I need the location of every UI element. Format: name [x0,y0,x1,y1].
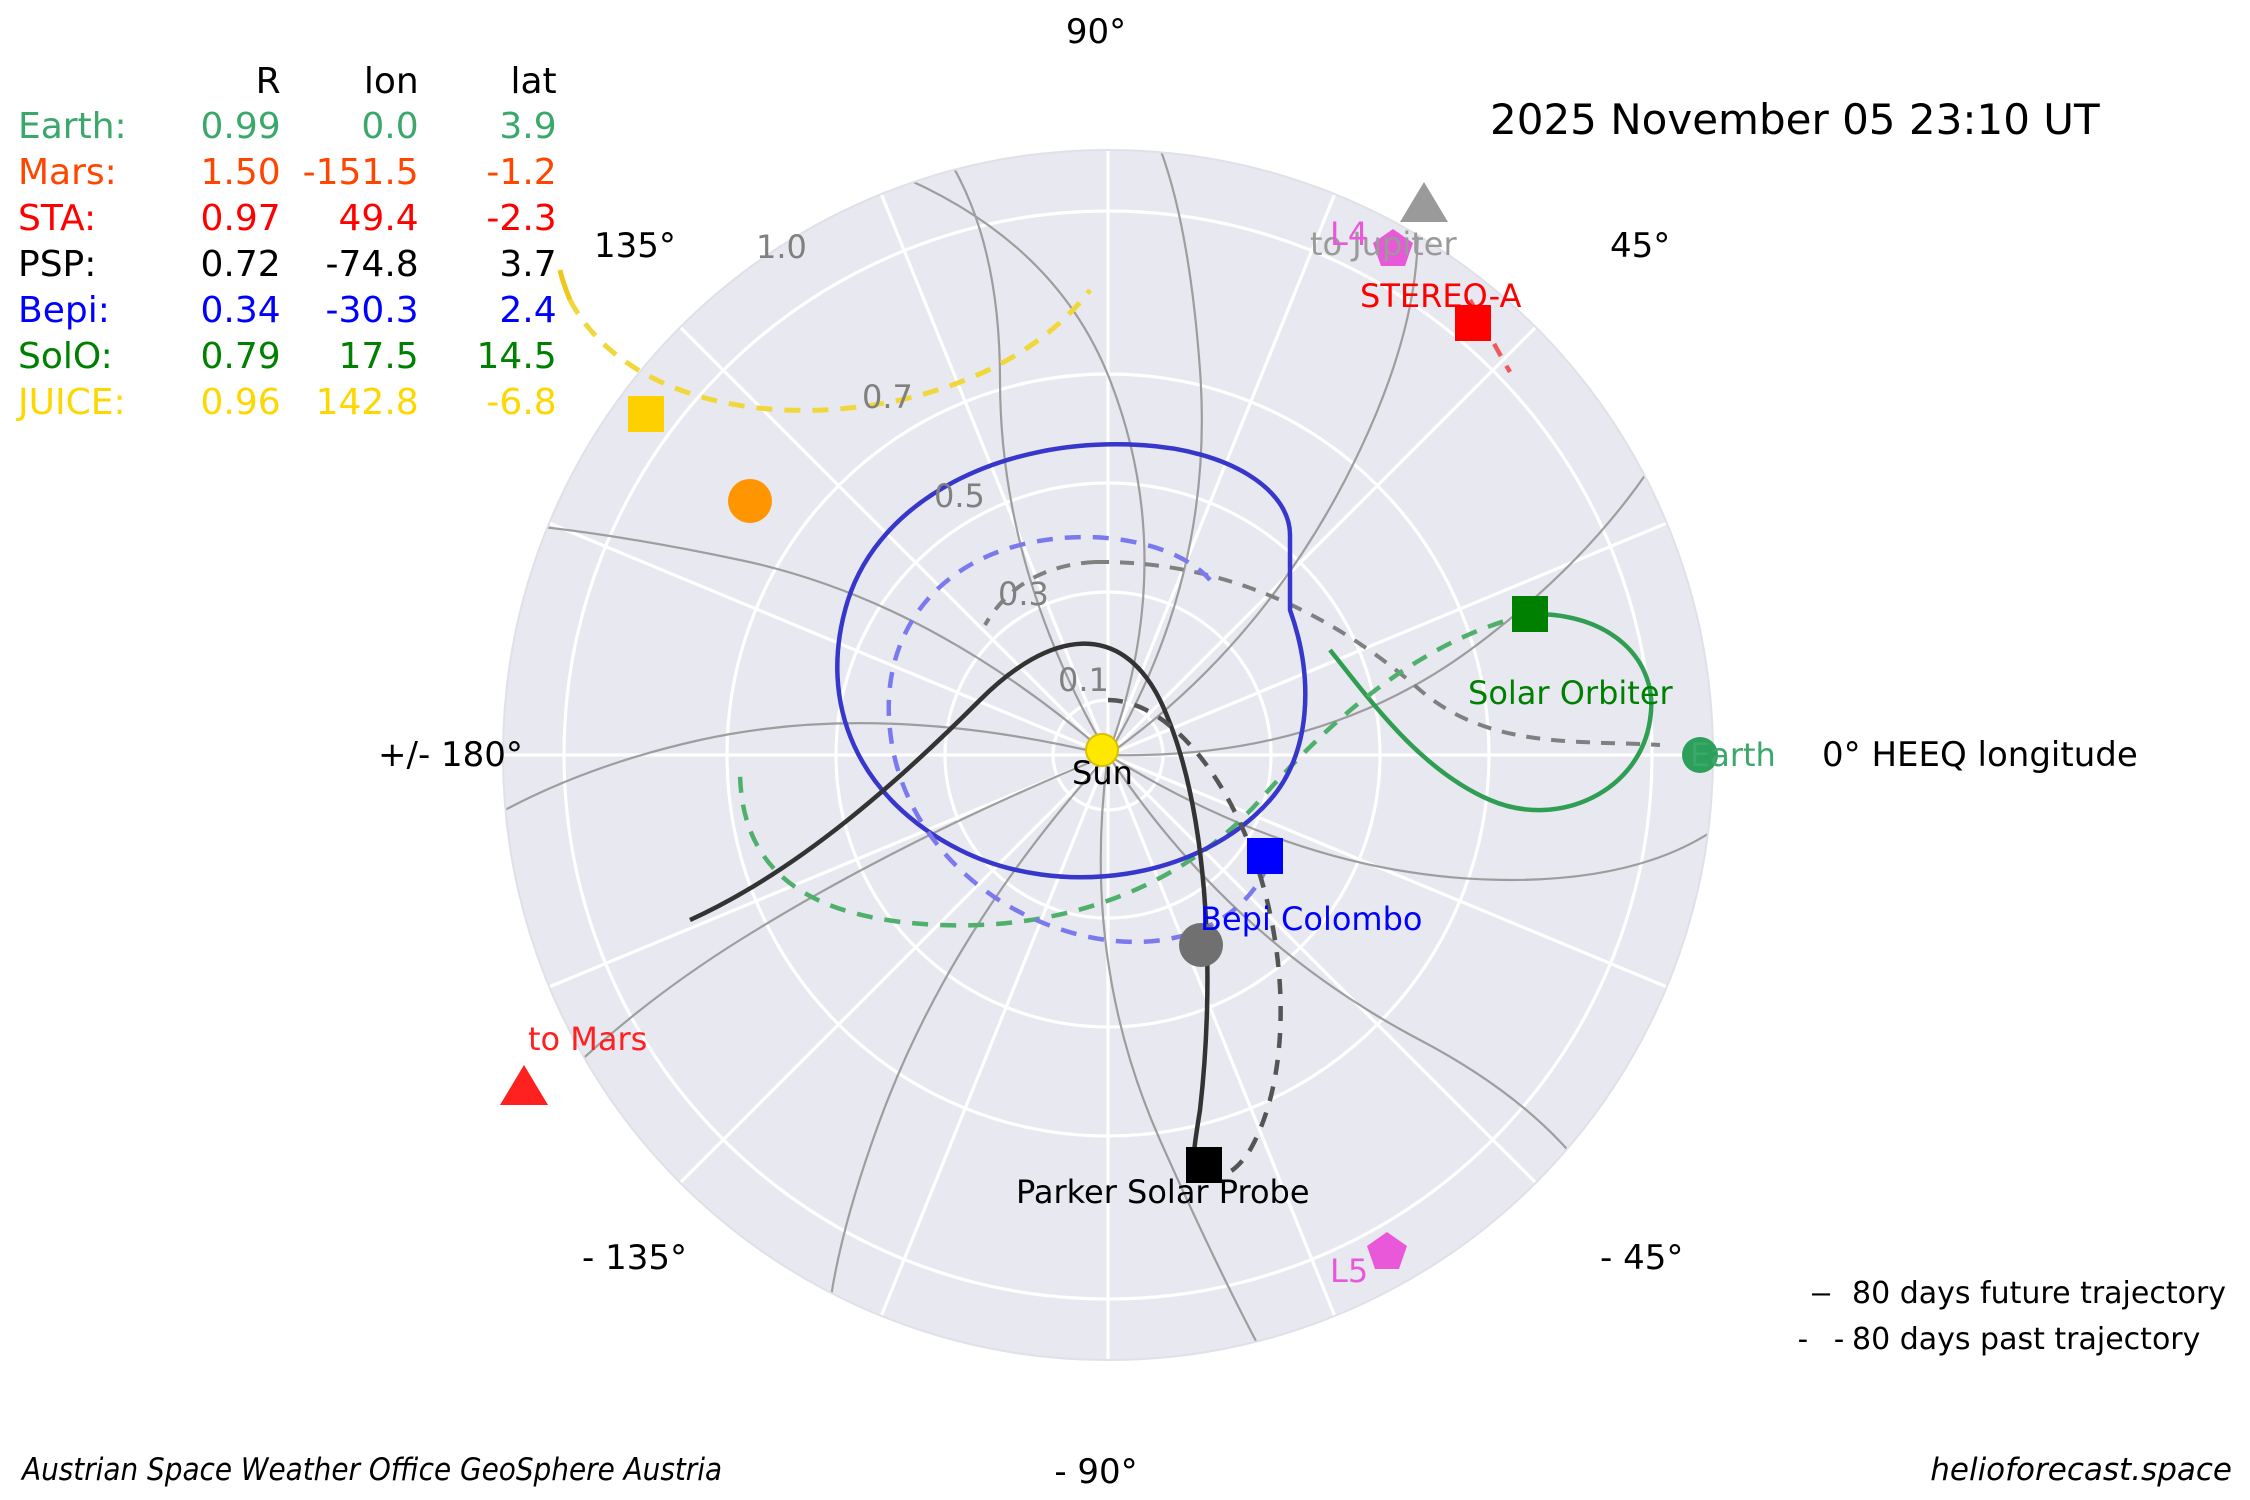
label-parker-solar-probe[interactable]: Parker Solar Probe [1016,1173,1310,1211]
row-name-juice: JUICE: [18,382,126,423]
sun-marker[interactable] [1085,733,1119,767]
psp-past-trajectory [1107,697,1283,1179]
angular-label-minus-90: - 90° [1054,1452,1138,1492]
label-solar-orbiter[interactable]: Solar Orbiter [1468,674,1673,712]
earth-marker[interactable] [1682,737,1718,773]
page-title: 2025 November 05 23:10 UT [1490,95,2100,144]
l4-marker[interactable] [1373,229,1413,266]
label-to-mars[interactable]: to Mars [528,1020,648,1058]
row-name-psp: PSP: [18,244,97,285]
juice-future-trajectory [557,269,573,301]
table-header-row: R lon lat [18,60,563,104]
header-name [18,60,149,104]
solid-line-key: — [1811,1275,1831,1311]
table-row: Earth: 0.99 0.0 3.9 [18,104,563,150]
radial-label-0-7: 0.7 [862,378,913,416]
angular-label-0: 0° HEEQ longitude [1822,735,2138,775]
solar-orbiter-future-trajectory [1328,611,1654,813]
angular-label-90: 90° [1065,12,1127,52]
row-lon-mars: -151.5 [302,152,419,193]
row-lon-earth: 0.0 [361,106,419,147]
row-r-sta: 0.97 [200,198,281,239]
angular-label-minus-135: - 135° [582,1238,687,1278]
label-earth[interactable]: Earth [1690,736,1776,774]
row-name-sta: STA: [18,198,97,239]
solar-orbiter-marker[interactable] [1512,596,1548,632]
row-r-psp: 0.72 [200,244,281,285]
label-to-jupiter[interactable]: to Jupiter [1310,225,1457,263]
table-row: PSP: 0.72 -74.8 3.7 [18,242,563,288]
row-lon-psp: -74.8 [325,244,419,285]
row-lat-juice: -6.8 [486,382,557,423]
trajectory-legend: — 80 days future trajectory - - 80 days … [1790,1270,2226,1362]
label-sun[interactable]: Sun [1072,754,1133,792]
row-r-mars: 1.50 [200,152,281,193]
row-lat-bepi: 2.4 [499,290,557,331]
angular-gridlines [503,150,1713,1360]
row-lon-bepi: -30.3 [325,290,419,331]
legend-row-past: - - 80 days past trajectory [1790,1316,2226,1362]
to-mars-marker[interactable] [500,1065,548,1105]
row-lat-mars: -1.2 [486,152,557,193]
angular-label-180: +/- 180° [378,735,523,775]
bepi-past-trajectory [886,534,1273,945]
label-bepi-colombo[interactable]: Bepi Colombo [1200,900,1423,938]
row-lat-sta: -2.3 [486,198,557,239]
row-lon-juice: 142.8 [315,382,419,423]
radial-label-1-0: 1.0 [756,228,807,266]
row-name-earth: Earth: [18,106,127,147]
mercury-marker[interactable] [1179,923,1223,967]
l5-marker[interactable] [1367,1232,1407,1269]
footer-website[interactable]: helioforecast.space [1930,1452,2232,1488]
radial-label-0-3: 0.3 [998,575,1049,613]
label-stereo-a[interactable]: STEREO-A [1360,277,1522,315]
psp-future-trajectory [689,641,1210,1171]
legend-label-future: 80 days future trajectory [1852,1275,2227,1311]
row-name-solo: SolO: [18,336,113,377]
table-row: Mars: 1.50 -151.5 -1.2 [18,150,563,196]
row-name-mars: Mars: [18,152,117,193]
bepi-future-trajectory [835,442,1308,880]
legend-row-future: — 80 days future trajectory [1790,1270,2226,1316]
table-row: JUICE: 0.96 142.8 -6.8 [18,380,563,426]
row-r-bepi: 0.34 [200,290,281,331]
row-r-solo: 0.79 [200,336,281,377]
juice-marker[interactable] [628,396,664,432]
juice-past-trajectory [567,288,1092,413]
legend-label-past: 80 days past trajectory [1852,1321,2201,1357]
row-name-bepi: Bepi: [18,290,110,331]
radial-label-0-1: 0.1 [1058,661,1109,699]
row-r-juice: 0.96 [200,382,281,423]
row-lon-sta: 49.4 [338,198,419,239]
table-row: SolO: 0.79 17.5 14.5 [18,334,563,380]
table-row: Bepi: 0.34 -30.3 2.4 [18,288,563,334]
angular-label-minus-45: - 45° [1600,1238,1684,1278]
header-lat: lat [510,61,557,102]
angular-label-45: 45° [1610,226,1671,266]
footer-organization: Austrian Space Weather Office GeoSphere … [22,1452,723,1488]
angular-label-135: 135° [594,226,676,266]
row-lat-psp: 3.7 [499,244,557,285]
label-l4[interactable]: L4 [1330,215,1369,253]
table-row: STA: 0.97 49.4 -2.3 [18,196,563,242]
header-r: R [255,61,281,102]
row-lat-solo: 14.5 [476,336,557,377]
venus-marker[interactable] [728,479,772,523]
position-table: R lon lat Earth: 0.99 0.0 3.9 Mars: 1.50… [18,60,563,426]
to-jupiter-marker[interactable] [1400,182,1448,222]
stereo-a-marker[interactable] [1455,305,1491,341]
grid-group [503,150,1713,1360]
radial-gridlines [562,209,1654,1301]
dashed-line-key: - - [1793,1321,1849,1357]
row-lat-earth: 3.9 [499,106,557,147]
label-l5[interactable]: L5 [1330,1252,1369,1290]
psp-marker[interactable] [1186,1147,1222,1183]
header-lon: lon [363,61,419,102]
row-lon-solo: 17.5 [338,336,419,377]
row-r-earth: 0.99 [200,106,281,147]
bepi-colombo-marker[interactable] [1247,838,1283,874]
radial-label-0-5: 0.5 [934,477,985,515]
